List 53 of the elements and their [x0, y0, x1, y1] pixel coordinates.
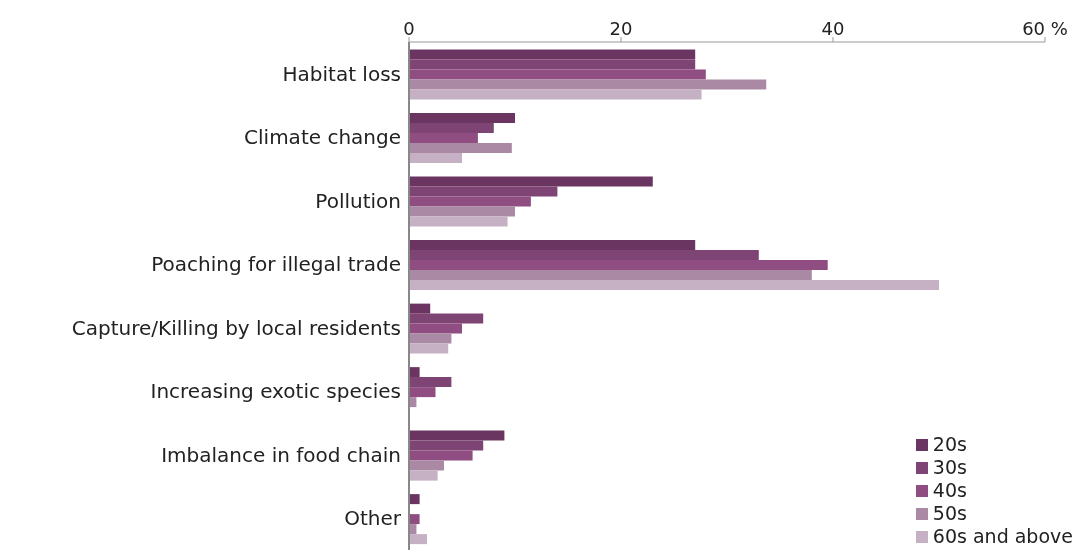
x-tick-label: 0 — [403, 18, 415, 39]
legend-label: 30s — [932, 456, 967, 479]
bar — [409, 534, 428, 545]
bar — [409, 323, 462, 334]
bar — [409, 494, 420, 505]
bar — [409, 333, 452, 344]
bar — [409, 280, 939, 291]
bar — [409, 387, 436, 398]
legend-label: 60s and above — [932, 525, 1073, 548]
bar — [409, 377, 452, 388]
y-tick-label: Poaching for illegal trade — [151, 252, 401, 277]
bar — [409, 79, 767, 90]
bar — [409, 196, 531, 207]
bar — [409, 460, 444, 471]
legend-label: 20s — [932, 433, 967, 456]
bar — [409, 113, 515, 124]
x-tick-label: 40 — [821, 18, 845, 39]
bar — [409, 450, 473, 461]
bar — [409, 260, 828, 271]
bar — [409, 313, 484, 324]
bar — [409, 343, 449, 354]
y-tick-label: Pollution — [315, 188, 401, 213]
x-tick-label: 20 — [609, 18, 633, 39]
bar — [409, 153, 462, 164]
y-tick-label: Imbalance in food chain — [161, 442, 401, 467]
bar — [409, 89, 702, 100]
x-tick-label: 60 % — [1022, 18, 1068, 39]
bar — [409, 440, 484, 451]
bar — [409, 59, 696, 70]
legend-label: 50s — [932, 502, 967, 525]
bar — [409, 143, 512, 154]
y-tick-label: Increasing exotic species — [150, 379, 401, 404]
bar — [409, 240, 696, 251]
bar — [409, 206, 515, 217]
bar — [409, 49, 696, 60]
bar — [409, 216, 508, 227]
bar — [409, 430, 505, 441]
bar — [409, 367, 420, 378]
y-tick-label: Other — [344, 506, 402, 531]
bar — [409, 470, 438, 481]
y-tick-label: Climate change — [244, 125, 401, 150]
bar — [409, 69, 706, 80]
y-tick-label: Habitat loss — [282, 61, 401, 86]
y-tick-label: Capture/Killing by local residents — [71, 315, 401, 340]
bar — [409, 270, 812, 281]
bar — [409, 303, 431, 314]
bar — [409, 133, 478, 144]
bar — [409, 176, 653, 187]
legend-label: 40s — [932, 479, 967, 502]
bar — [409, 250, 759, 261]
bar — [409, 186, 558, 197]
bar — [409, 514, 420, 525]
bar — [409, 123, 494, 134]
